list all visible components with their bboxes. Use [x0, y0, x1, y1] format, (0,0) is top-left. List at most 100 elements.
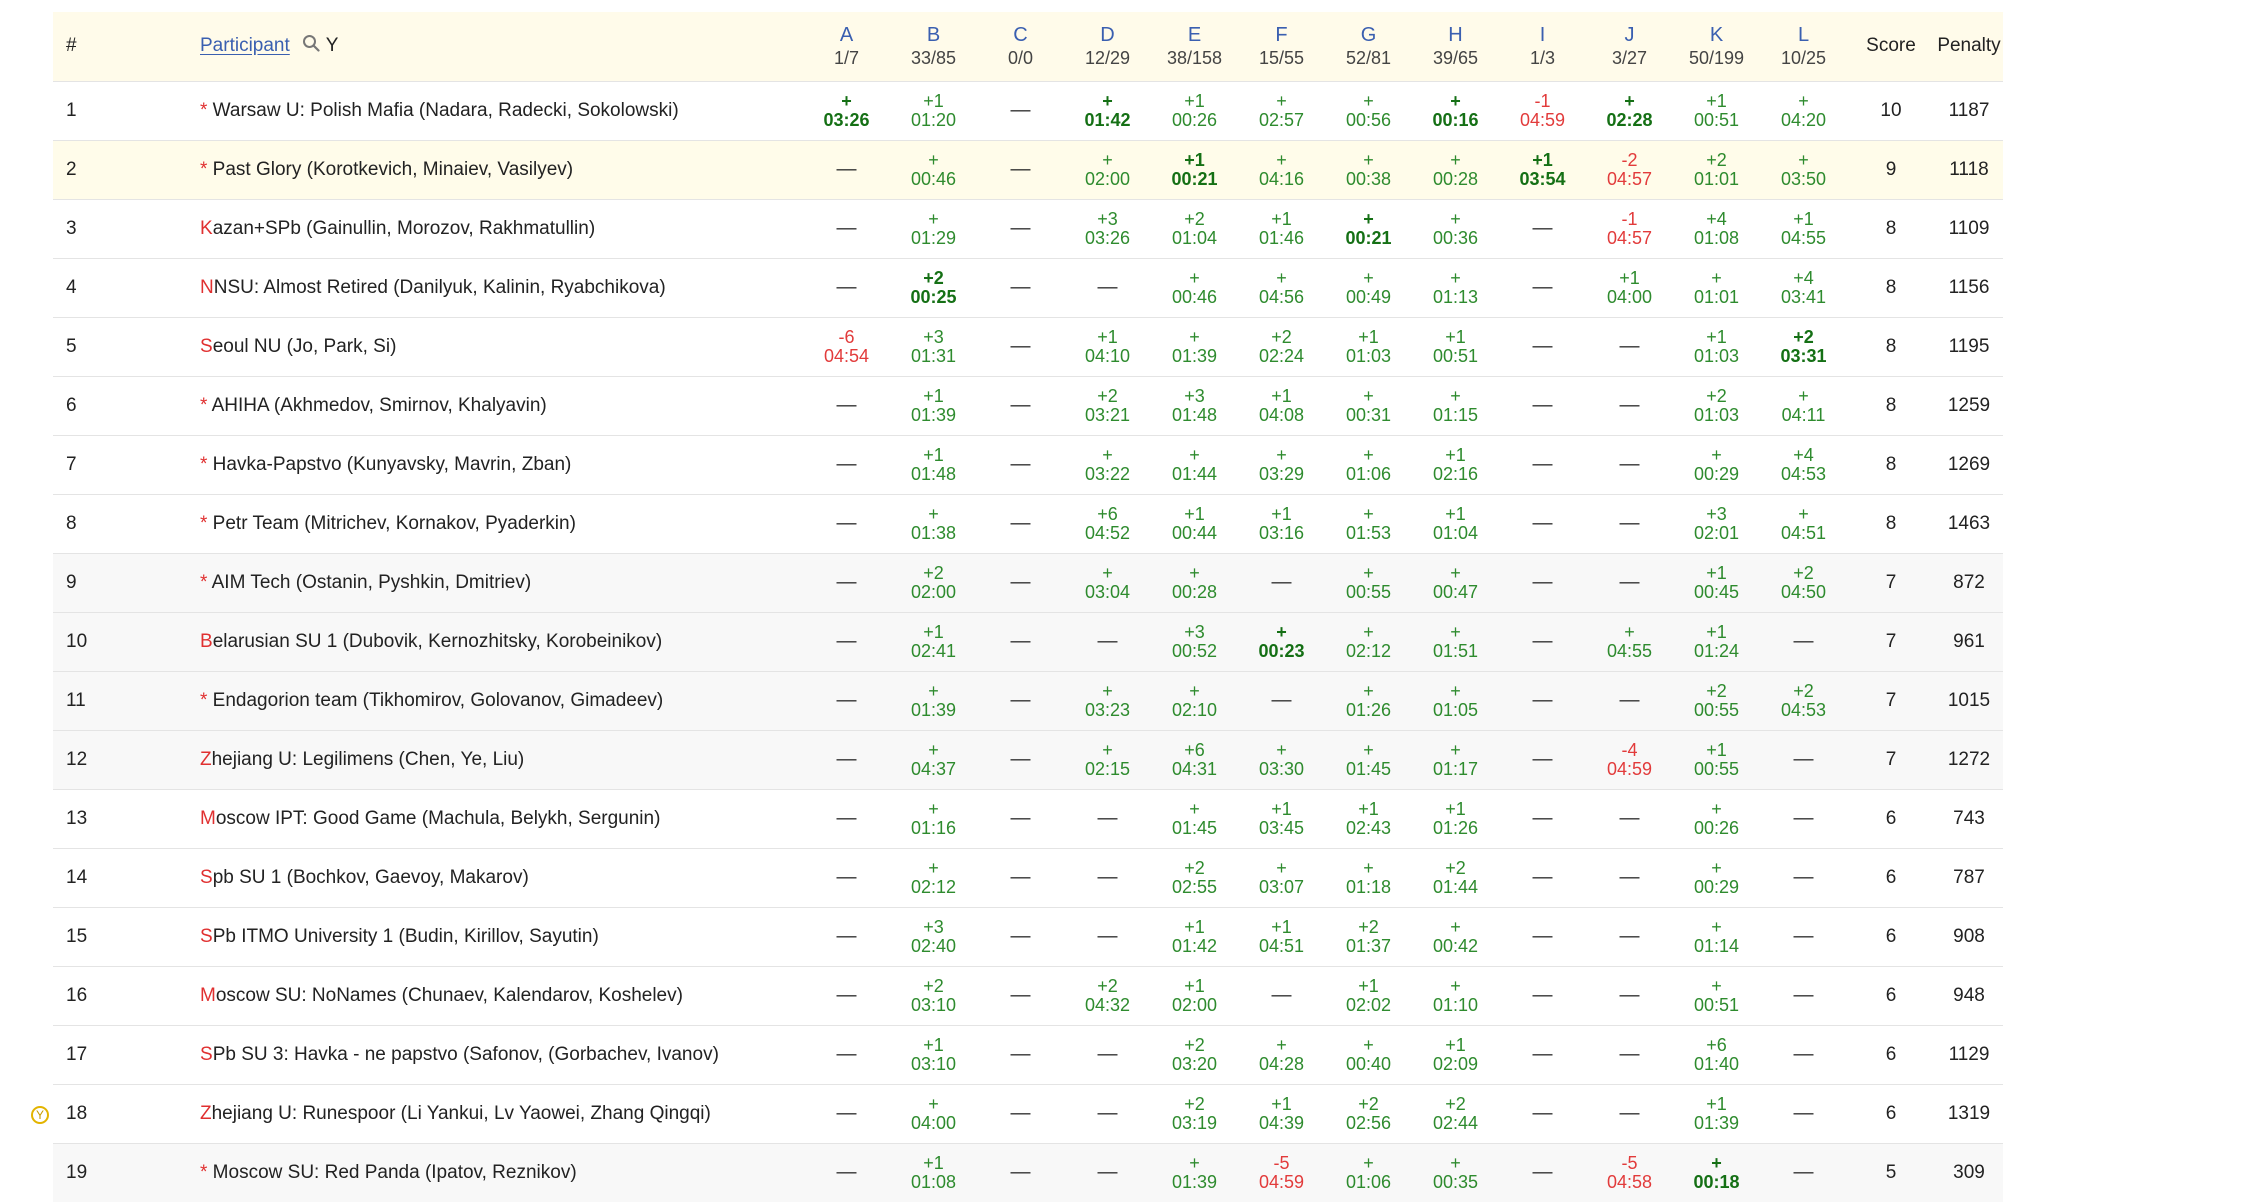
problem-result-cell[interactable]: —	[1619, 984, 1640, 1006]
problem-result-cell[interactable]: +4 04:53	[1760, 435, 1847, 494]
problem-result-cell[interactable]: +1 01:20	[890, 81, 977, 140]
problem-result-cell[interactable]: —	[1532, 276, 1553, 298]
problem-result-cell[interactable]: —	[1097, 1161, 1118, 1184]
problem-result-cell[interactable]: +00:40	[1325, 1025, 1412, 1084]
problem-result-cell[interactable]: -5 04:59	[1238, 1143, 1325, 1202]
team-cell[interactable]: Kazan+SPb (Gainullin, Morozov, Rakhmatul…	[153, 199, 803, 258]
team-name[interactable]: Endagorion team (Tikhomirov, Golovanov, …	[207, 689, 664, 711]
problem-result-cell[interactable]: +1 02:09	[1412, 1025, 1499, 1084]
problem-result-cell[interactable]: +00:49	[1325, 258, 1412, 317]
problem-result-cell[interactable]: —	[1619, 866, 1640, 888]
problem-letter[interactable]: H	[1448, 24, 1463, 47]
problem-result-cell[interactable]: -6 04:54	[803, 317, 890, 376]
problem-result-cell[interactable]: +2 03:10	[890, 966, 977, 1025]
team-cell[interactable]: Moscow IPT: Good Game (Machula, Belykh, …	[153, 789, 803, 848]
problem-result-cell[interactable]: +01:39	[1151, 1143, 1238, 1202]
problem-result-cell[interactable]: +00:56	[1325, 81, 1412, 140]
team-cell[interactable]: * AHIHA (Akhmedov, Smirnov, Khalyavin)	[153, 376, 803, 435]
problem-result-cell[interactable]: +03:04	[1064, 553, 1151, 612]
team-name[interactable]: AIM Tech (Ostanin, Pyshkin, Dmitriev)	[207, 571, 532, 593]
problem-result-cell[interactable]: +1 00:21	[1151, 140, 1238, 199]
problem-result-cell[interactable]: —	[1010, 335, 1031, 357]
problem-result-cell[interactable]: +00:55	[1325, 553, 1412, 612]
problem-letter[interactable]: B	[926, 24, 941, 47]
team-name[interactable]: NSU: Almost Retired (Danilyuk, Kalinin, …	[213, 276, 666, 298]
problem-result-cell[interactable]: —	[1793, 1043, 1814, 1065]
problem-letter[interactable]: L	[1797, 24, 1810, 47]
problem-result-cell[interactable]: +1 00:44	[1151, 494, 1238, 553]
problem-result-cell[interactable]: +1 04:55	[1760, 199, 1847, 258]
problem-result-cell[interactable]: +1 04:00	[1586, 258, 1673, 317]
problem-result-cell[interactable]: +1 00:26	[1151, 81, 1238, 140]
problem-result-cell[interactable]: —	[1010, 689, 1031, 711]
problem-result-cell[interactable]: —	[836, 158, 857, 180]
problem-result-cell[interactable]: +03:26	[803, 81, 890, 140]
team-name[interactable]: hejiang U: Runespoor (Li Yankui, Lv Yaow…	[211, 1102, 711, 1124]
table-row[interactable]: 8 * Petr Team (Mitrichev, Kornakov, Pyade…	[53, 494, 2003, 553]
problem-result-cell[interactable]: +1 01:39	[1673, 1084, 1760, 1143]
problem-result-cell[interactable]: +02:28	[1586, 81, 1673, 140]
problem-result-cell[interactable]: —	[1010, 217, 1031, 239]
problem-result-cell[interactable]: —	[836, 689, 857, 711]
problem-result-cell[interactable]: +01:06	[1325, 435, 1412, 494]
problem-result-cell[interactable]: +2 01:01	[1673, 140, 1760, 199]
problem-result-cell[interactable]: —	[836, 866, 857, 888]
problem-result-cell[interactable]: —	[1532, 748, 1553, 770]
problem-result-cell[interactable]: —	[1532, 1043, 1553, 1065]
problem-header-l[interactable]: L 10/25	[1760, 12, 1847, 81]
problem-result-cell[interactable]: +2 03:31	[1760, 317, 1847, 376]
problem-result-cell[interactable]: +01:39	[1151, 317, 1238, 376]
problem-letter[interactable]: K	[1709, 24, 1724, 47]
problem-result-cell[interactable]: —	[1532, 866, 1553, 888]
problem-result-cell[interactable]: —	[1097, 866, 1118, 888]
problem-result-cell[interactable]: +01:42	[1064, 81, 1151, 140]
problem-result-cell[interactable]: —	[1010, 1161, 1031, 1184]
problem-result-cell[interactable]: +1 01:03	[1673, 317, 1760, 376]
problem-result-cell[interactable]: +01:53	[1325, 494, 1412, 553]
problem-result-cell[interactable]: +1 02:41	[890, 612, 977, 671]
problem-result-cell[interactable]: +01:05	[1412, 671, 1499, 730]
team-cell[interactable]: Belarusian SU 1 (Dubovik, Kernozhitsky, …	[153, 612, 803, 671]
problem-result-cell[interactable]: -5 04:58	[1586, 1143, 1673, 1202]
problem-result-cell[interactable]: —	[1793, 925, 1814, 947]
problem-result-cell[interactable]: —	[1619, 453, 1640, 475]
problem-letter[interactable]: J	[1624, 24, 1635, 47]
problem-result-cell[interactable]: +00:35	[1412, 1143, 1499, 1202]
problem-result-cell[interactable]: +2 02:24	[1238, 317, 1325, 376]
team-name[interactable]: Petr Team (Mitrichev, Kornakov, Pyaderki…	[207, 512, 576, 534]
problem-result-cell[interactable]: +01:17	[1412, 730, 1499, 789]
problem-result-cell[interactable]: —	[1532, 1102, 1553, 1124]
problem-result-cell[interactable]: +6 04:52	[1064, 494, 1151, 553]
problem-result-cell[interactable]: —	[1010, 866, 1031, 888]
problem-header-e[interactable]: E 38/158	[1151, 12, 1238, 81]
problem-result-cell[interactable]: —	[1010, 276, 1031, 298]
problem-result-cell[interactable]: +04:56	[1238, 258, 1325, 317]
search-icon[interactable]	[302, 34, 320, 58]
problem-result-cell[interactable]: —	[1097, 276, 1118, 298]
team-cell[interactable]: * Moscow SU: Red Panda (Ipatov, Reznikov…	[153, 1143, 803, 1202]
problem-result-cell[interactable]: —	[1532, 984, 1553, 1006]
problem-result-cell[interactable]: +1 03:16	[1238, 494, 1325, 553]
team-name[interactable]: eoul NU (Jo, Park, Si)	[212, 335, 397, 357]
problem-letter[interactable]: E	[1187, 24, 1202, 47]
problem-result-cell[interactable]: +1 01:24	[1673, 612, 1760, 671]
problem-result-cell[interactable]: +01:14	[1673, 907, 1760, 966]
problem-result-cell[interactable]: —	[1619, 807, 1640, 829]
problem-result-cell[interactable]: +1 02:16	[1412, 435, 1499, 494]
favorite-marker-icon[interactable]: Y	[31, 1106, 49, 1124]
problem-result-cell[interactable]: +04:51	[1760, 494, 1847, 553]
table-row[interactable]: 14 Spb SU 1 (Bochkov, Gaevoy, Makarov) — +0…	[53, 848, 2003, 907]
problem-result-cell[interactable]: +00:18	[1673, 1143, 1760, 1202]
filter-toggle[interactable]: Y	[325, 35, 339, 57]
problem-result-cell[interactable]: —	[1619, 925, 1640, 947]
team-cell[interactable]: * Havka-Papstvo (Kunyavsky, Mavrin, Zban…	[153, 435, 803, 494]
problem-result-cell[interactable]: +03:29	[1238, 435, 1325, 494]
problem-result-cell[interactable]: +00:23	[1238, 612, 1325, 671]
table-row[interactable]: 16 Moscow SU: NoNames (Chunaev, Kalendaro…	[53, 966, 2003, 1025]
problem-result-cell[interactable]: —	[1532, 335, 1553, 357]
problem-result-cell[interactable]: +01:10	[1412, 966, 1499, 1025]
team-name[interactable]: oscow SU: NoNames (Chunaev, Kalendarov, …	[215, 984, 683, 1006]
problem-result-cell[interactable]: —	[1532, 512, 1553, 534]
problem-result-cell[interactable]: +01:13	[1412, 258, 1499, 317]
problem-result-cell[interactable]: —	[1010, 453, 1031, 475]
